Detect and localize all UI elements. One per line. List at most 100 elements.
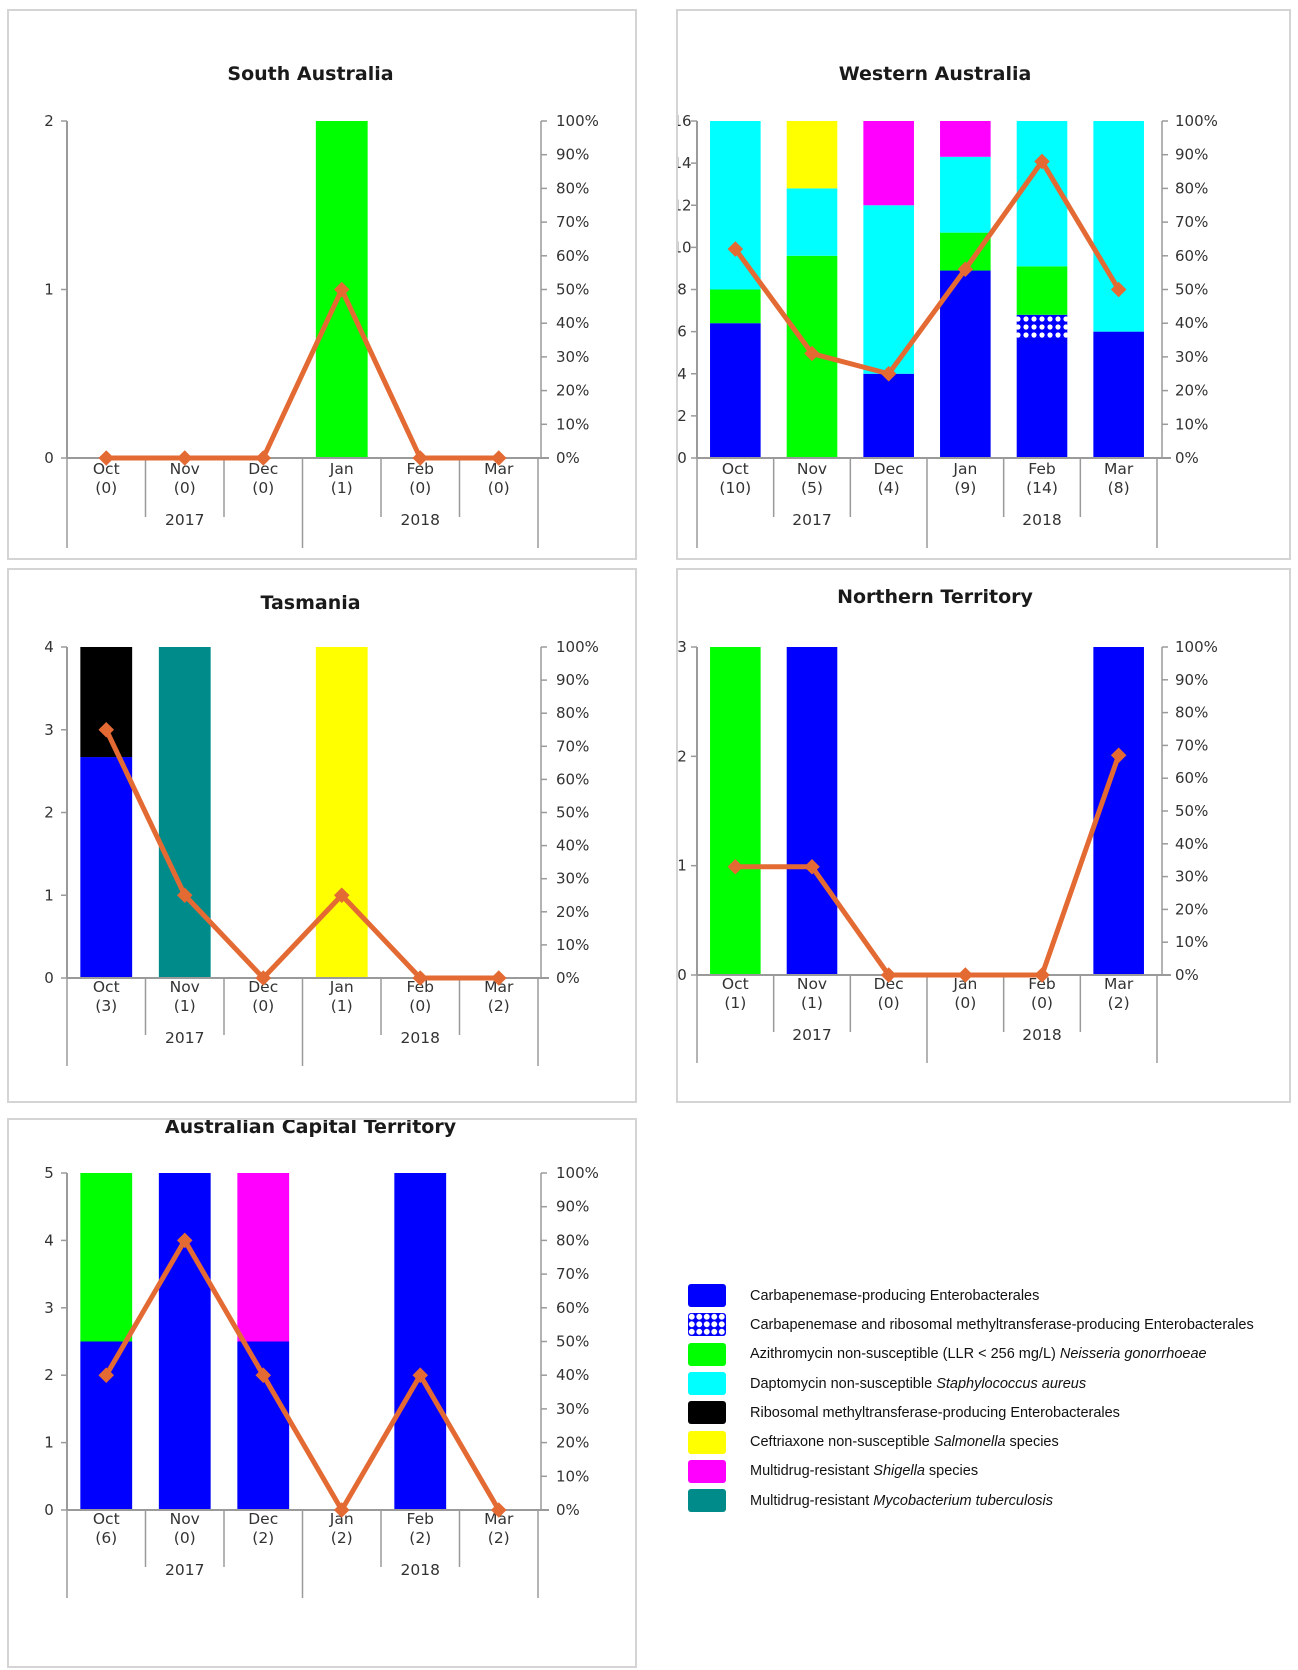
y-tick-label: 0: [678, 449, 687, 467]
legend-label: Daptomycin non-susceptible Staphylococcu…: [750, 1375, 1087, 1392]
year-label: 2017: [165, 511, 204, 529]
percent-marker: [957, 261, 974, 278]
legend-item-daptomycin: Daptomycin non-susceptible Staphylococcu…: [688, 1369, 1254, 1398]
legend-label: Carbapenemase and ribosomal methyltransf…: [750, 1316, 1254, 1333]
category-count: (9): [954, 479, 976, 497]
bar-segment-tb: [158, 647, 211, 978]
category-count: (0): [954, 994, 976, 1012]
percent-marker: [1034, 967, 1050, 983]
y2-tick-label: 30%: [556, 348, 589, 366]
y2-tick-label: 60%: [1175, 769, 1208, 787]
chart-title: Australian Capital Territory: [165, 1120, 457, 1138]
category-count: (4): [878, 479, 900, 497]
y2-tick-label: 90%: [556, 671, 589, 689]
legend-label: Multidrug-resistant Mycobacterium tuberc…: [750, 1492, 1054, 1509]
y2-tick-label: 80%: [1175, 179, 1208, 197]
y2-tick-label: 10%: [556, 936, 589, 954]
category-count: (1): [724, 994, 746, 1012]
category-count: (0): [409, 479, 431, 497]
category-label: Dec: [874, 975, 904, 993]
y2-tick-label: 100%: [556, 1164, 599, 1182]
category-count: (2): [409, 1529, 431, 1547]
bar-segment-rmt: [80, 647, 133, 758]
y-tick-label: 8: [678, 281, 687, 299]
legend-swatch-daptomycin: [688, 1372, 726, 1396]
y2-tick-label: 100%: [556, 638, 599, 656]
y2-tick-label: 20%: [556, 903, 589, 921]
legend-swatch-azithromycin: [688, 1342, 726, 1366]
chart-panel-northern-territory: Northern Territory 0 1 2 3 0% 10% 20% 30% 40% 50% 6…: [676, 568, 1291, 1103]
category-label: Nov: [797, 460, 827, 478]
y2-tick-label: 0%: [556, 969, 580, 987]
y2-tick-label: 60%: [1175, 247, 1208, 265]
western-australia-chart: Western Australia 0 2 4 6 8 10 12 14 16 0% 10% 20% 30…: [678, 63, 1218, 548]
y2-tick-label: 0%: [1175, 966, 1199, 984]
legend-label: Ribosomal methyltransferase-producing En…: [750, 1404, 1120, 1421]
category-label: Jan: [329, 460, 354, 478]
australian-capital-territory-chart: Australian Capital Territory0123450%10%2…: [44, 1120, 599, 1598]
category-label: Mar: [484, 978, 514, 996]
category-label: Feb: [1028, 460, 1055, 478]
year-label: 2017: [165, 1029, 204, 1047]
bar-segment-ceftriaxone: [315, 647, 368, 978]
y-tick-label: 10: [678, 238, 692, 256]
y-tick-label: 2: [44, 804, 54, 822]
bar-segment-azithro: [80, 1173, 133, 1342]
percent-marker: [333, 1502, 350, 1518]
y2-tick-label: 10%: [1175, 415, 1208, 433]
y2-tick-label: 20%: [556, 382, 589, 400]
y2-tick-label: 20%: [1175, 900, 1208, 918]
category-label: Oct: [722, 460, 749, 478]
y2-tick-label: 50%: [1175, 281, 1208, 299]
category-count: (10): [719, 479, 751, 497]
y2-tick-label: 70%: [556, 1265, 589, 1283]
category-label: Feb: [407, 978, 434, 996]
y2-tick-label: 100%: [1175, 112, 1218, 130]
category-count: (2): [1108, 994, 1130, 1012]
y-tick-label: 2: [678, 747, 687, 765]
y2-tick-label: 90%: [1175, 146, 1208, 164]
y2-tick-label: 90%: [1175, 671, 1208, 689]
bar-segment-shigella: [237, 1173, 290, 1342]
bar-segment-dapto: [863, 205, 914, 374]
category-label: Nov: [170, 1510, 200, 1528]
y2-tick-label: 50%: [556, 281, 589, 299]
bar-segment-cpe: [1093, 331, 1144, 458]
bar-segment-cpe: [1016, 337, 1068, 458]
percent-line: [733, 158, 1121, 377]
legend-swatch-ceftriaxone: [688, 1430, 726, 1454]
legend-item-ceftriaxone: Ceftriaxone non-susceptible Salmonella s…: [688, 1427, 1254, 1456]
category-count: (8): [1108, 479, 1130, 497]
category-label: Dec: [874, 460, 904, 478]
y2-tick-label: 60%: [556, 770, 589, 788]
bar-segment-cpe: [80, 1341, 133, 1510]
legend-swatch-cpe: [688, 1284, 726, 1308]
category-count: (0): [409, 997, 431, 1015]
y-tick-label: 0: [44, 449, 54, 467]
y2-tick-label: 50%: [1175, 802, 1208, 820]
chart-panel-western-australia: Western Australia 0 2 4 6 8 10 12 14 16 0% 10% 20% 30…: [676, 9, 1291, 560]
category-count: (2): [488, 1529, 510, 1547]
percent-marker: [727, 241, 744, 257]
bar-segment-shigella: [940, 121, 991, 157]
y2-tick-label: 40%: [1175, 314, 1208, 332]
y2-tick-label: 50%: [556, 1333, 589, 1351]
y2-tick-label: 100%: [1175, 638, 1218, 656]
year-label: 2017: [792, 511, 831, 529]
category-count: (0): [95, 479, 117, 497]
percent-marker: [957, 967, 974, 983]
year-label: 2018: [1022, 1026, 1061, 1044]
category-count: (1): [174, 997, 196, 1015]
bar-segment-dapto: [940, 156, 991, 233]
y-tick-label: 2: [44, 112, 54, 130]
y-tick-label: 2: [44, 1366, 54, 1384]
y-tick-label: 1: [44, 1434, 54, 1452]
y2-tick-label: 0%: [556, 449, 580, 467]
legend-swatch-cpe-rmt-pattern: [688, 1313, 726, 1337]
y-tick-label: 4: [678, 365, 687, 383]
y2-tick-label: 50%: [556, 804, 589, 822]
category-label: Oct: [93, 978, 120, 996]
year-label: 2018: [401, 1029, 440, 1047]
year-label: 2018: [1022, 511, 1061, 529]
bar-segment-dapto: [1093, 121, 1144, 332]
